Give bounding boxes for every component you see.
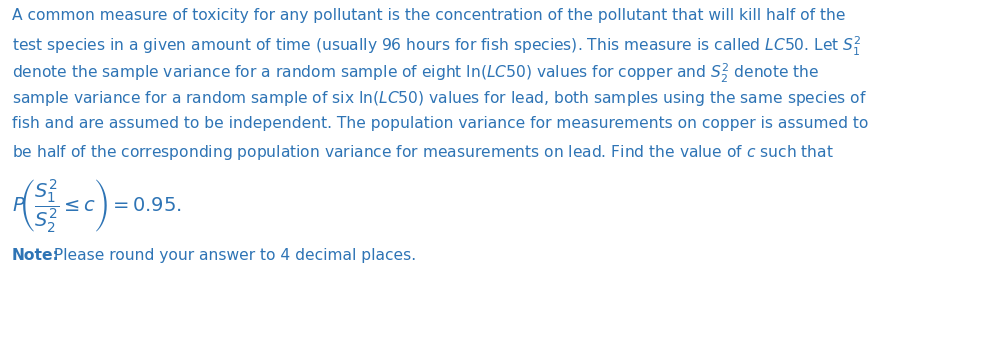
Text: be half of the corresponding population variance for measurements on lead. Find : be half of the corresponding population …	[12, 143, 834, 162]
Text: test species in a given amount of time (usually 96 hours for fish species). This: test species in a given amount of time (…	[12, 35, 862, 58]
Text: A common measure of toxicity for any pollutant is the concentration of the pollu: A common measure of toxicity for any pol…	[12, 8, 846, 23]
Text: sample variance for a random sample of six $\mathrm{ln}(LC50)$ values for lead, : sample variance for a random sample of s…	[12, 89, 867, 108]
Text: $P\!\left(\dfrac{S_1^2}{S_2^2} \leq c\right) = 0.95.$: $P\!\left(\dfrac{S_1^2}{S_2^2} \leq c\ri…	[12, 178, 182, 235]
Text: fish and are assumed to be independent. The population variance for measurements: fish and are assumed to be independent. …	[12, 116, 869, 131]
Text: Note:: Note:	[12, 248, 60, 263]
Text: denote the sample variance for a random sample of eight $\mathrm{ln}(LC50)$ valu: denote the sample variance for a random …	[12, 62, 820, 85]
Text: Please round your answer to 4 decimal places.: Please round your answer to 4 decimal pl…	[49, 248, 416, 263]
